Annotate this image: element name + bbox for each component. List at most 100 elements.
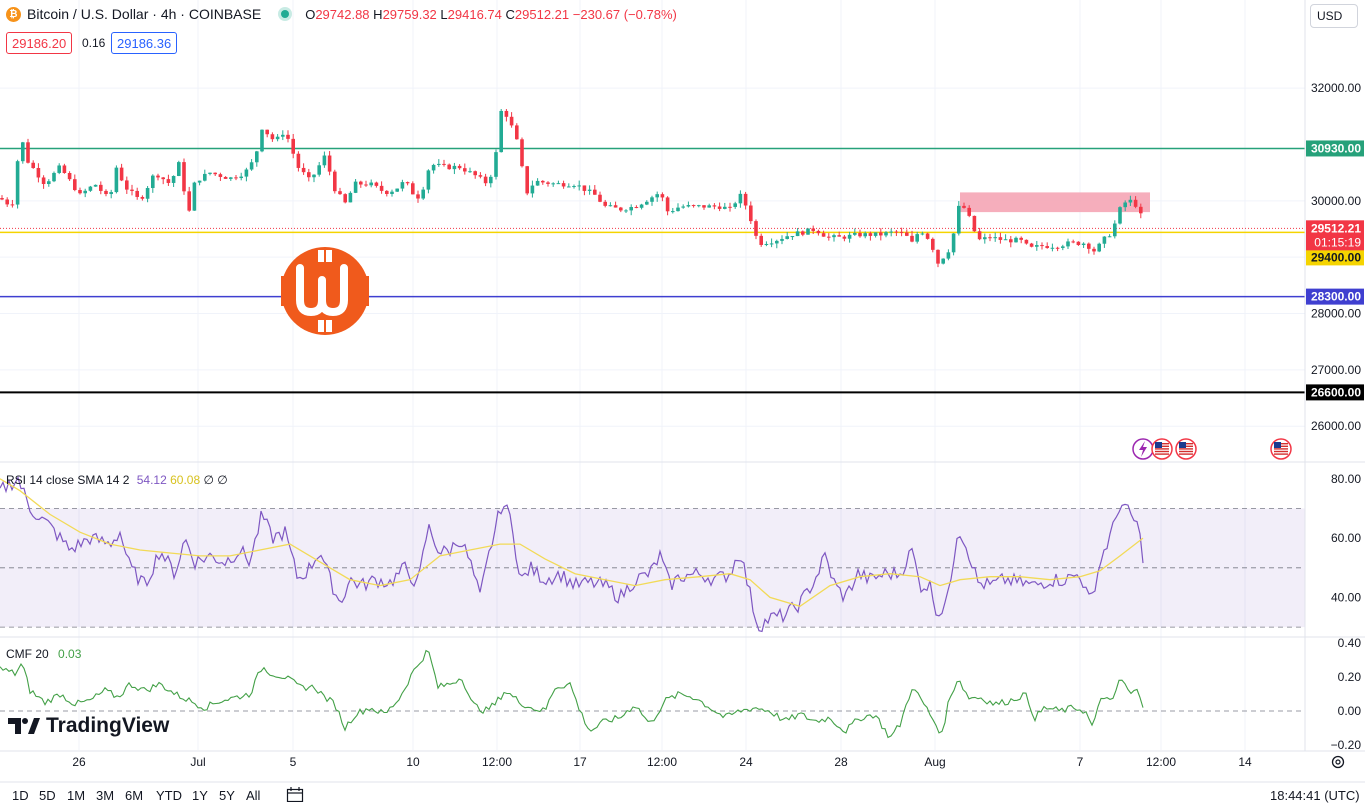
candle-body	[515, 125, 519, 140]
candle-body	[728, 206, 732, 208]
candle-body	[1019, 237, 1023, 240]
timeframe-5d[interactable]: 5D	[39, 788, 56, 803]
candle-body	[119, 167, 124, 181]
candle-body	[390, 191, 394, 194]
candle-body	[801, 231, 805, 235]
candle-body	[931, 238, 935, 250]
time-axis-label: 24	[739, 755, 753, 769]
candle-body	[754, 221, 758, 236]
candle-body	[442, 163, 446, 165]
gear-icon[interactable]	[1331, 755, 1345, 769]
candle-body	[541, 180, 545, 183]
candle-body	[910, 235, 914, 242]
candle-body	[946, 252, 951, 259]
candle-body	[509, 116, 514, 126]
utc-clock[interactable]: 18:44:41 (UTC)	[1270, 788, 1360, 803]
candle-body	[197, 180, 202, 183]
candle-body	[1118, 207, 1122, 224]
bitcoin-icon: ₿	[6, 6, 21, 22]
ohlc-values: O29742.88 H29759.32 L29416.74 C29512.21 …	[305, 6, 677, 22]
time-axis-label: 12:00	[647, 755, 677, 769]
time-axis-label: 10	[406, 755, 420, 769]
timeframe-5y[interactable]: 5Y	[219, 788, 235, 803]
buy-price[interactable]: 29186.36	[111, 32, 178, 54]
candle-body	[780, 238, 784, 241]
candle-body	[1139, 206, 1143, 214]
candle-body	[99, 184, 103, 191]
timeframe-ytd[interactable]: YTD	[156, 788, 182, 803]
symbol-header[interactable]: ₿ Bitcoin / U.S. Dollar · 4h · COINBASE …	[6, 6, 677, 22]
rsi-legend[interactable]: RSI 14 close SMA 14 2 54.12 60.08 ∅ ∅	[6, 473, 228, 487]
candle-body	[1045, 246, 1049, 248]
candle-body	[447, 164, 451, 170]
candle-body	[229, 177, 233, 179]
candle-body	[972, 215, 977, 232]
candle-body	[0, 198, 4, 200]
candle-body	[135, 190, 139, 197]
candle-body	[26, 142, 30, 163]
candle-body	[712, 205, 717, 207]
candle-body	[1097, 243, 1101, 252]
price-axis-label: 32000.00	[1311, 81, 1361, 95]
timeframe-1y[interactable]: 1Y	[192, 788, 208, 803]
time-axis-label: Aug	[924, 755, 945, 769]
candle-body	[977, 231, 982, 240]
candle-body	[338, 191, 342, 195]
timeframe-1d[interactable]: 1D	[12, 788, 29, 803]
rsi-ma-value: 60.08	[170, 473, 201, 487]
sell-price[interactable]: 29186.20	[6, 32, 73, 54]
candle-body	[894, 231, 899, 233]
candle-body	[379, 185, 384, 191]
candle-body	[546, 182, 550, 184]
candle-body	[884, 232, 888, 236]
timeframe-all[interactable]: All	[246, 788, 261, 803]
candle-body	[166, 179, 171, 183]
timeframe-6m[interactable]: 6M	[125, 788, 144, 803]
candle-body	[769, 243, 774, 245]
candle-body	[275, 136, 280, 140]
candle-body	[1003, 239, 1008, 241]
symbol-title[interactable]: Bitcoin / U.S. Dollar · 4h · COINBASE	[27, 6, 262, 22]
candle-body	[312, 174, 316, 178]
candle-body	[10, 204, 15, 206]
candle-body	[473, 171, 477, 176]
cmf-legend[interactable]: CMF 20 0.03	[6, 647, 81, 661]
candle-body	[359, 181, 363, 185]
candle-body	[187, 191, 191, 211]
candle-body	[1050, 247, 1055, 249]
candle-body	[161, 177, 165, 180]
candle-body	[125, 180, 129, 190]
candle-body	[624, 210, 628, 212]
tradingview-logo-icon	[8, 718, 40, 734]
market-status-icon[interactable]	[281, 10, 290, 18]
currency-select[interactable]: USD	[1310, 4, 1358, 28]
candle-body	[47, 181, 51, 185]
candle-body	[203, 173, 207, 181]
level-price-label: 26600.00	[1311, 385, 1361, 399]
candle-body	[889, 231, 893, 233]
level-price-label: 30930.00	[1311, 141, 1361, 155]
candle-body	[858, 233, 862, 237]
candle-body	[686, 205, 691, 207]
candle-body	[671, 211, 675, 213]
timeframe-3m[interactable]: 3M	[96, 788, 115, 803]
rsi-pane: 80.00 60.00 40.00	[0, 472, 1361, 633]
candle-body	[1128, 199, 1133, 203]
rsi-sma-line	[0, 478, 1144, 608]
candle-body	[1113, 223, 1117, 237]
candle-body	[301, 167, 306, 173]
candle-body	[1014, 237, 1018, 243]
candle-body	[561, 183, 566, 187]
candle-body	[130, 189, 134, 191]
candle-body	[915, 234, 919, 242]
candle-body	[93, 184, 98, 187]
candle-body	[478, 175, 483, 177]
candle-body	[114, 167, 119, 193]
timeframe-1m[interactable]: 1M	[67, 788, 86, 803]
tradingview-logo[interactable]: TradingView	[8, 714, 169, 738]
calendar-range-icon[interactable]	[286, 786, 304, 805]
us-flag-icon	[1270, 438, 1292, 460]
candle-body	[213, 172, 217, 175]
candle-body	[717, 206, 722, 209]
